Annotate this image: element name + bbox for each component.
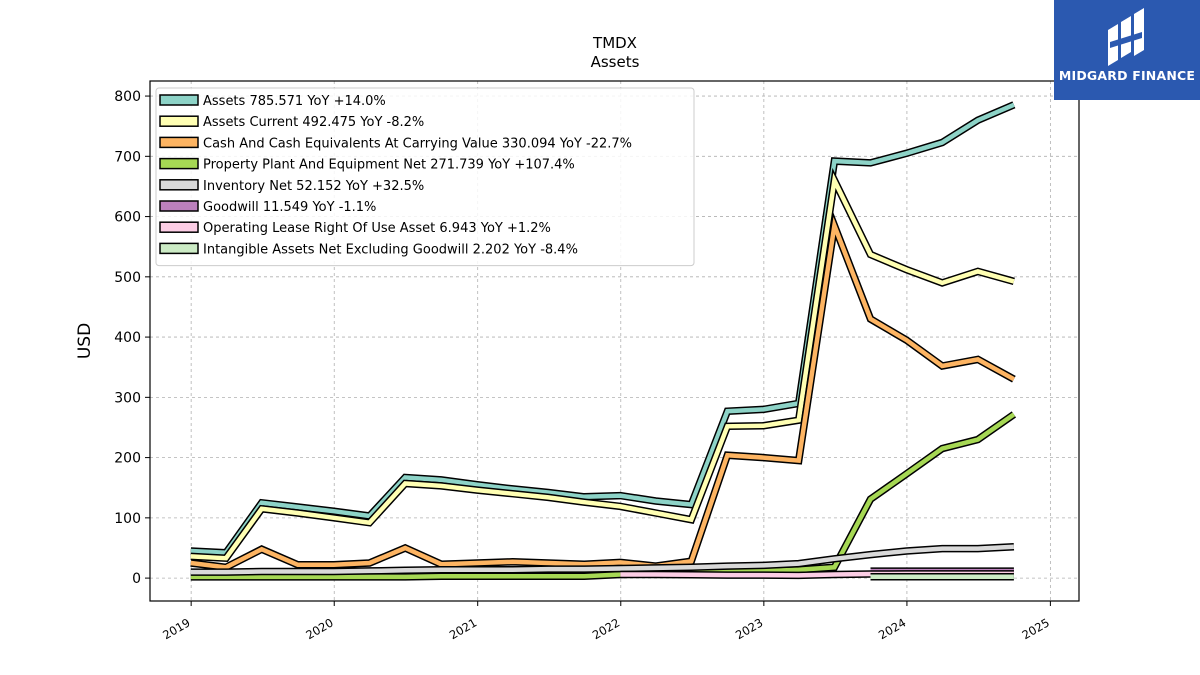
y-tick-label: 300	[114, 390, 141, 406]
x-tick-label: 2022	[590, 615, 622, 642]
legend-entry: Assets Current 492.475 YoY -8.2%	[203, 115, 424, 130]
y-tick-label: 200	[114, 451, 141, 467]
chart-subtitle: Assets	[591, 53, 640, 71]
plot-frame	[149, 80, 1080, 602]
series-line	[190, 412, 1016, 580]
y-tick-label: 800	[114, 89, 141, 105]
x-tick-label: 2024	[876, 615, 908, 642]
legend: Assets 785.571 YoY +14.0% Assets Current …	[155, 87, 695, 267]
x-tick-label: 2020	[303, 615, 335, 642]
legend-swatch	[159, 115, 199, 127]
x-tick-label: 2021	[447, 615, 479, 642]
legend-swatch	[159, 136, 199, 149]
series-line	[190, 102, 1015, 556]
series-line	[190, 544, 1015, 575]
y-tick-label: 100	[114, 511, 141, 527]
legend-entry: Intangible Assets Net Excluding Goodwill…	[203, 242, 578, 257]
y-tick-label: 0	[132, 571, 141, 587]
x-tick-label: 2023	[733, 615, 765, 642]
y-axis-label: USD	[75, 323, 95, 359]
legend-entry: Inventory Net 52.152 YoY +32.5%	[203, 179, 424, 194]
y-tick-label: 400	[114, 330, 141, 346]
legend-box	[155, 87, 695, 267]
y-tick-label: 600	[114, 210, 141, 226]
legend-swatch	[159, 200, 199, 212]
series-line	[190, 172, 1015, 561]
series-line	[190, 216, 1015, 570]
legend-swatch	[159, 221, 199, 233]
chart-title: TMDX	[592, 34, 637, 52]
legend-swatch	[159, 179, 199, 191]
x-tick-label: 2025	[1020, 615, 1052, 642]
y-tick-label: 500	[114, 270, 141, 286]
brand-logo: MIDGARD FINANCE	[1054, 0, 1200, 100]
legend-entry: Goodwill 11.549 YoY -1.1%	[203, 200, 376, 215]
midgard-logo-icon	[1108, 8, 1144, 66]
series-layer	[190, 101, 1017, 581]
legend-entry: Property Plant And Equipment Net 271.739…	[203, 158, 575, 173]
legend-swatch	[159, 242, 199, 255]
legend-entry: Assets 785.571 YoY +14.0%	[203, 94, 386, 109]
legend-entry: Operating Lease Right Of Use Asset 6.943…	[203, 221, 551, 236]
logo-text: MIDGARD FINANCE	[1058, 68, 1196, 83]
legend-entry: Cash And Cash Equivalents At Carrying Va…	[203, 136, 632, 151]
legend-swatch	[159, 94, 199, 106]
legend-swatch	[159, 157, 199, 170]
x-tick-label: 2019	[160, 615, 192, 642]
y-tick-label: 700	[114, 149, 141, 165]
